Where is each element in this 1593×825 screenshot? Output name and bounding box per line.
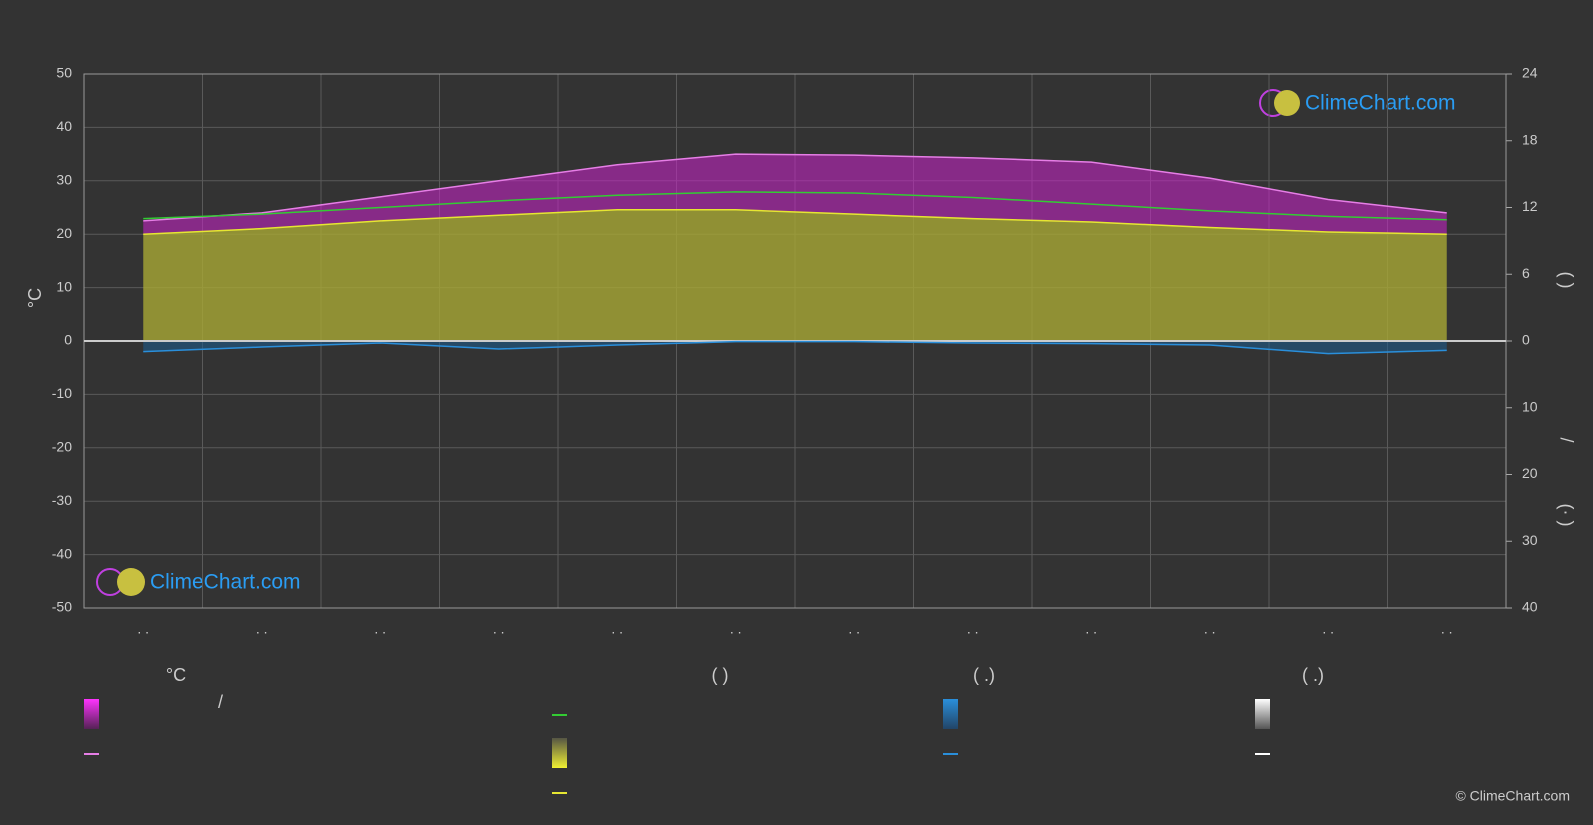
legend-header: ( .)	[1302, 665, 1324, 685]
series-line	[143, 340, 1447, 355]
y2-tick-label: 0	[1522, 332, 1530, 348]
x-tick-label: . .	[611, 621, 623, 637]
temperature-band	[143, 154, 1447, 235]
y-tick-label: 10	[56, 278, 72, 294]
y-tick-label: 40	[56, 118, 72, 134]
x-tick-label: . .	[137, 621, 149, 637]
sunshine-area	[143, 209, 1447, 341]
legend-slash: /	[218, 692, 223, 712]
logo-text: ClimeChart.com	[150, 571, 301, 594]
y-tick-label: -40	[52, 545, 72, 561]
legend-swatch	[552, 738, 567, 768]
legend-header: ( )	[712, 665, 729, 685]
y-tick-label: -50	[52, 599, 72, 615]
legend-swatch	[84, 699, 99, 729]
logo-bottom: ClimeChart.com	[96, 568, 301, 596]
y3-tick-label: 10	[1522, 398, 1538, 414]
x-tick-label: . .	[1204, 621, 1216, 637]
series-line	[143, 208, 1447, 235]
y3-tick-label: 30	[1522, 532, 1538, 548]
y2-tick-label: 18	[1522, 131, 1538, 147]
y-tick-label: -20	[52, 439, 72, 455]
series-line	[143, 191, 1447, 221]
right-axis-label: ( )	[1556, 272, 1576, 289]
y-tick-label: 0	[64, 332, 72, 348]
y2-tick-label: 24	[1522, 65, 1538, 81]
right-axis-label: /	[1556, 437, 1576, 442]
legend-header: °C	[166, 665, 186, 685]
x-tick-label: . .	[374, 621, 386, 637]
right-axis-label: (· )	[1556, 504, 1576, 527]
logo-sun	[117, 568, 145, 596]
x-tick-label: . .	[730, 621, 742, 637]
precipitation-area	[143, 341, 1447, 354]
x-tick-label: . .	[848, 621, 860, 637]
y3-tick-label: 20	[1522, 465, 1538, 481]
legend-swatch	[943, 699, 958, 729]
y3-tick-label: 40	[1522, 599, 1538, 615]
x-tick-label: . .	[1085, 621, 1097, 637]
logo-top: ClimeChart.com	[1259, 89, 1456, 117]
copyright: © ClimeChart.com	[1455, 788, 1570, 804]
y-tick-label: -10	[52, 385, 72, 401]
logo-text: ClimeChart.com	[1305, 92, 1456, 115]
y-tick-label: -30	[52, 492, 72, 508]
series-line	[143, 153, 1447, 222]
x-tick-label: . .	[256, 621, 268, 637]
y-tick-label: 30	[56, 172, 72, 188]
x-tick-label: . .	[1322, 621, 1334, 637]
x-tick-label: . .	[967, 621, 979, 637]
y2-tick-label: 6	[1522, 265, 1530, 281]
y2-tick-label: 12	[1522, 198, 1538, 214]
logo-sun	[1274, 90, 1300, 116]
y-tick-label: 20	[56, 225, 72, 241]
x-tick-label: . .	[1441, 621, 1453, 637]
legend-header: ( .)	[973, 665, 995, 685]
y-axis-label: °C	[25, 288, 45, 308]
legend-swatch	[1255, 699, 1270, 729]
x-tick-label: . .	[493, 621, 505, 637]
y-tick-label: 50	[56, 65, 72, 81]
